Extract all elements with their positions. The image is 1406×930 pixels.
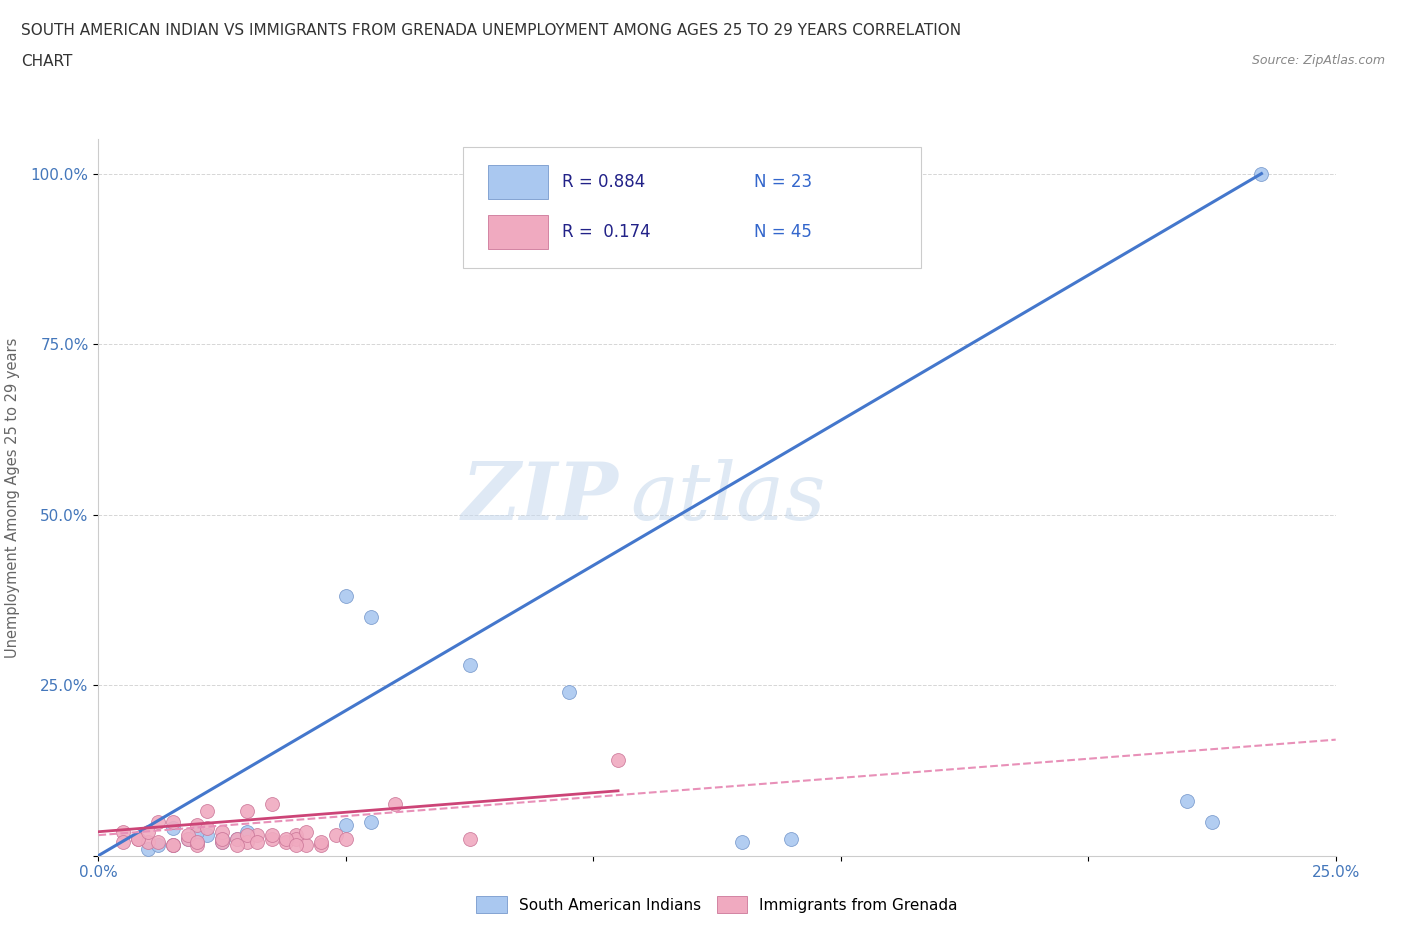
Point bbox=[136, 842, 159, 857]
FancyBboxPatch shape bbox=[488, 165, 547, 199]
Legend: South American Indians, Immigrants from Grenada: South American Indians, Immigrants from … bbox=[470, 890, 965, 920]
Point bbox=[335, 817, 357, 832]
Point bbox=[780, 831, 803, 846]
Point bbox=[295, 824, 318, 839]
Point bbox=[176, 831, 198, 846]
Point bbox=[211, 834, 233, 849]
Point bbox=[236, 824, 259, 839]
Text: N = 45: N = 45 bbox=[754, 223, 813, 241]
Text: N = 23: N = 23 bbox=[754, 173, 813, 191]
Point bbox=[162, 821, 184, 836]
Point bbox=[146, 814, 169, 829]
Point bbox=[186, 834, 208, 849]
Point bbox=[112, 834, 135, 849]
Point bbox=[112, 824, 135, 839]
Text: R = 0.884: R = 0.884 bbox=[562, 173, 645, 191]
Point bbox=[458, 831, 481, 846]
Point bbox=[186, 824, 208, 839]
Point bbox=[186, 838, 208, 853]
Point bbox=[146, 834, 169, 849]
Point bbox=[1175, 793, 1198, 808]
Point bbox=[236, 804, 259, 818]
Point bbox=[285, 828, 308, 843]
Point bbox=[458, 658, 481, 672]
Point bbox=[335, 831, 357, 846]
Text: ZIP: ZIP bbox=[461, 458, 619, 537]
Point bbox=[211, 824, 233, 839]
Text: atlas: atlas bbox=[630, 458, 825, 537]
Y-axis label: Unemployment Among Ages 25 to 29 years: Unemployment Among Ages 25 to 29 years bbox=[4, 338, 20, 658]
Point bbox=[1250, 166, 1272, 181]
Point bbox=[162, 838, 184, 853]
Point bbox=[211, 831, 233, 846]
Point bbox=[162, 838, 184, 853]
Point bbox=[186, 817, 208, 832]
Text: R =  0.174: R = 0.174 bbox=[562, 223, 651, 241]
Point bbox=[260, 831, 283, 846]
Point bbox=[136, 834, 159, 849]
FancyBboxPatch shape bbox=[464, 147, 921, 269]
Point bbox=[276, 831, 298, 846]
Point bbox=[360, 814, 382, 829]
Point bbox=[607, 752, 630, 767]
Point bbox=[195, 828, 218, 843]
Point bbox=[384, 797, 406, 812]
Point bbox=[325, 828, 347, 843]
Point bbox=[236, 834, 259, 849]
Point bbox=[295, 838, 318, 853]
Point bbox=[127, 831, 149, 846]
Point bbox=[276, 834, 298, 849]
Point bbox=[176, 831, 198, 846]
Point bbox=[260, 797, 283, 812]
Point bbox=[176, 828, 198, 843]
Point bbox=[285, 831, 308, 846]
Text: CHART: CHART bbox=[21, 54, 73, 69]
Point bbox=[226, 838, 249, 853]
Point bbox=[195, 821, 218, 836]
Text: Source: ZipAtlas.com: Source: ZipAtlas.com bbox=[1251, 54, 1385, 67]
FancyBboxPatch shape bbox=[488, 215, 547, 249]
Point bbox=[127, 831, 149, 846]
Point bbox=[246, 828, 269, 843]
Point bbox=[285, 838, 308, 853]
Point bbox=[236, 828, 259, 843]
Point bbox=[731, 834, 754, 849]
Point bbox=[360, 609, 382, 624]
Point bbox=[162, 814, 184, 829]
Point bbox=[260, 828, 283, 843]
Text: SOUTH AMERICAN INDIAN VS IMMIGRANTS FROM GRENADA UNEMPLOYMENT AMONG AGES 25 TO 2: SOUTH AMERICAN INDIAN VS IMMIGRANTS FROM… bbox=[21, 23, 962, 38]
Point bbox=[186, 834, 208, 849]
Point bbox=[309, 838, 332, 853]
Point bbox=[557, 684, 579, 699]
Point bbox=[226, 831, 249, 846]
Point bbox=[136, 824, 159, 839]
Point bbox=[1201, 814, 1223, 829]
Point bbox=[211, 831, 233, 846]
Point bbox=[211, 834, 233, 849]
Point bbox=[195, 804, 218, 818]
Point bbox=[146, 838, 169, 853]
Point bbox=[309, 834, 332, 849]
Point bbox=[226, 831, 249, 846]
Point bbox=[162, 838, 184, 853]
Point bbox=[335, 589, 357, 604]
Point bbox=[246, 834, 269, 849]
